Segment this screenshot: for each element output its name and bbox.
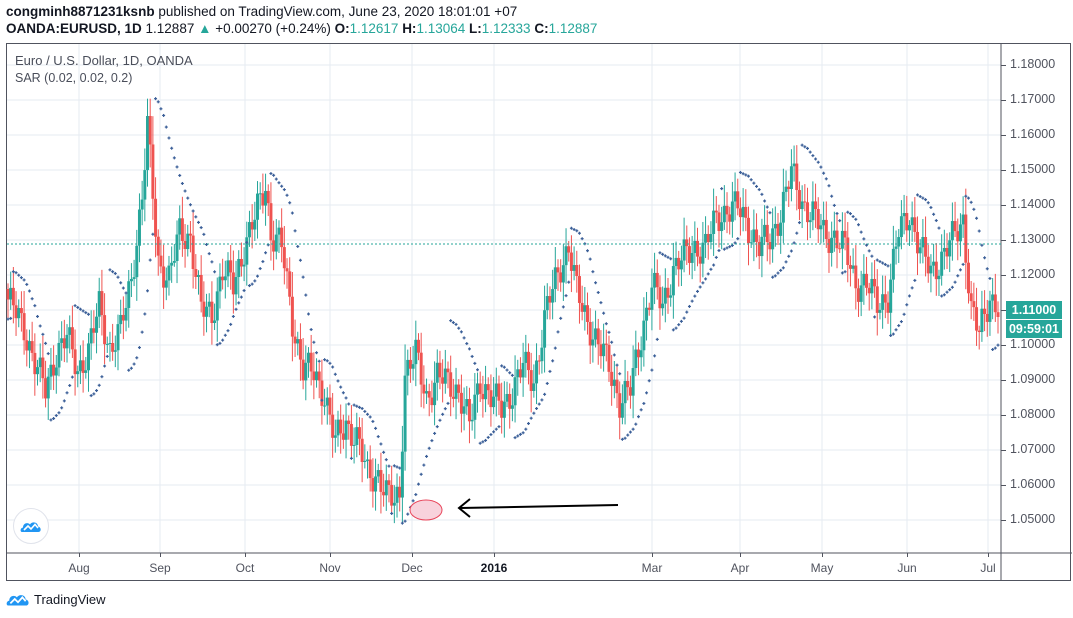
author-name[interactable]: congminh8871231ksnb <box>6 4 155 19</box>
time-tick <box>907 553 908 557</box>
time-tick <box>988 553 989 557</box>
series-legend-title: Euro / U.S. Dollar, 1D, OANDA <box>15 53 193 68</box>
time-tick-label: Apr <box>730 561 750 575</box>
price-tick-label: 1.16000 <box>1010 127 1056 141</box>
footer-brand-text: TradingView <box>34 591 106 607</box>
bar-countdown-label: 09:59:01 <box>1006 320 1062 338</box>
price-tick <box>1001 100 1006 101</box>
price-tick <box>1001 205 1006 206</box>
open-label: O: <box>334 21 350 36</box>
time-tick-label: 2016 <box>480 561 508 575</box>
price-tick-label: 1.07000 <box>1010 442 1056 456</box>
tradingview-logo-button[interactable] <box>13 508 49 544</box>
price-tick <box>1001 485 1006 486</box>
price-tick <box>1001 275 1006 276</box>
time-tick <box>740 553 741 557</box>
price-tick <box>1001 450 1006 451</box>
time-tick <box>79 553 80 557</box>
up-arrow-icon: ▲ <box>198 21 212 36</box>
price-tick-label: 1.14000 <box>1010 197 1056 211</box>
close-value: 1.12887 <box>548 21 598 36</box>
price-tick <box>1001 65 1006 66</box>
time-tick-label: Jun <box>897 561 917 575</box>
price-tick-label: 1.06000 <box>1010 477 1056 491</box>
price-tick-label: 1.05000 <box>1010 512 1056 526</box>
high-label: H: <box>402 21 417 36</box>
price-tick <box>1001 310 1006 311</box>
symbol: OANDA:EURUSD, 1D <box>6 21 142 36</box>
price-tick-label: 1.17000 <box>1010 92 1056 106</box>
price-tick-label: 1.15000 <box>1010 162 1056 176</box>
time-tick <box>245 553 246 557</box>
time-tick-label: Jul <box>980 561 996 575</box>
price-change: +0.00270 (+0.24%) <box>215 21 331 36</box>
price-tick <box>1001 135 1006 136</box>
footer-brand[interactable]: TradingView <box>6 591 106 607</box>
time-tick-label: Oct <box>235 561 255 575</box>
time-tick-label: Dec <box>401 561 423 575</box>
time-tick <box>330 553 331 557</box>
price-tick-label: 1.18000 <box>1010 57 1056 71</box>
time-tick <box>652 553 653 557</box>
time-tick-label: Nov <box>319 561 341 575</box>
published-text: published on TradingView.com, June 23, 2… <box>154 4 518 19</box>
current-price-label: 1.11000 <box>1006 301 1062 319</box>
price-tick-label: 1.08000 <box>1010 407 1056 421</box>
publish-line: congminh8871231ksnb published on Trading… <box>6 4 517 20</box>
price-tick <box>1001 170 1006 171</box>
time-tick-label: Sep <box>149 561 171 575</box>
time-tick <box>412 553 413 557</box>
close-label: C: <box>534 21 549 36</box>
high-value: 1.13064 <box>416 21 466 36</box>
chart-frame <box>6 43 1071 581</box>
price-tick <box>1001 240 1006 241</box>
time-tick-label: Aug <box>68 561 90 575</box>
time-tick <box>822 553 823 557</box>
price-tick-label: 1.12000 <box>1010 267 1056 281</box>
symbol-line: OANDA:EURUSD, 1D 1.12887 ▲ +0.00270 (+0.… <box>6 21 597 37</box>
price-tick <box>1001 380 1006 381</box>
open-value: 1.12617 <box>349 21 399 36</box>
time-tick-label: May <box>810 561 834 575</box>
indicator-legend[interactable]: SAR (0.02, 0.02, 0.2) <box>15 71 133 85</box>
low-label: L: <box>469 21 482 36</box>
time-tick <box>494 553 495 557</box>
low-value: 1.12333 <box>481 21 531 36</box>
tradingview-cloud-icon <box>20 522 41 532</box>
price-tick-label: 1.09000 <box>1010 372 1056 386</box>
price-tick <box>1001 520 1006 521</box>
price-tick-label: 1.10000 <box>1010 337 1056 351</box>
time-tick <box>160 553 161 557</box>
price-tick <box>1001 415 1006 416</box>
price-tick-label: 1.13000 <box>1010 232 1056 246</box>
time-tick-label: Mar <box>641 561 663 575</box>
tradingview-cloud-icon <box>6 595 29 606</box>
price-tick <box>1001 345 1006 346</box>
last-price: 1.12887 <box>145 21 195 36</box>
